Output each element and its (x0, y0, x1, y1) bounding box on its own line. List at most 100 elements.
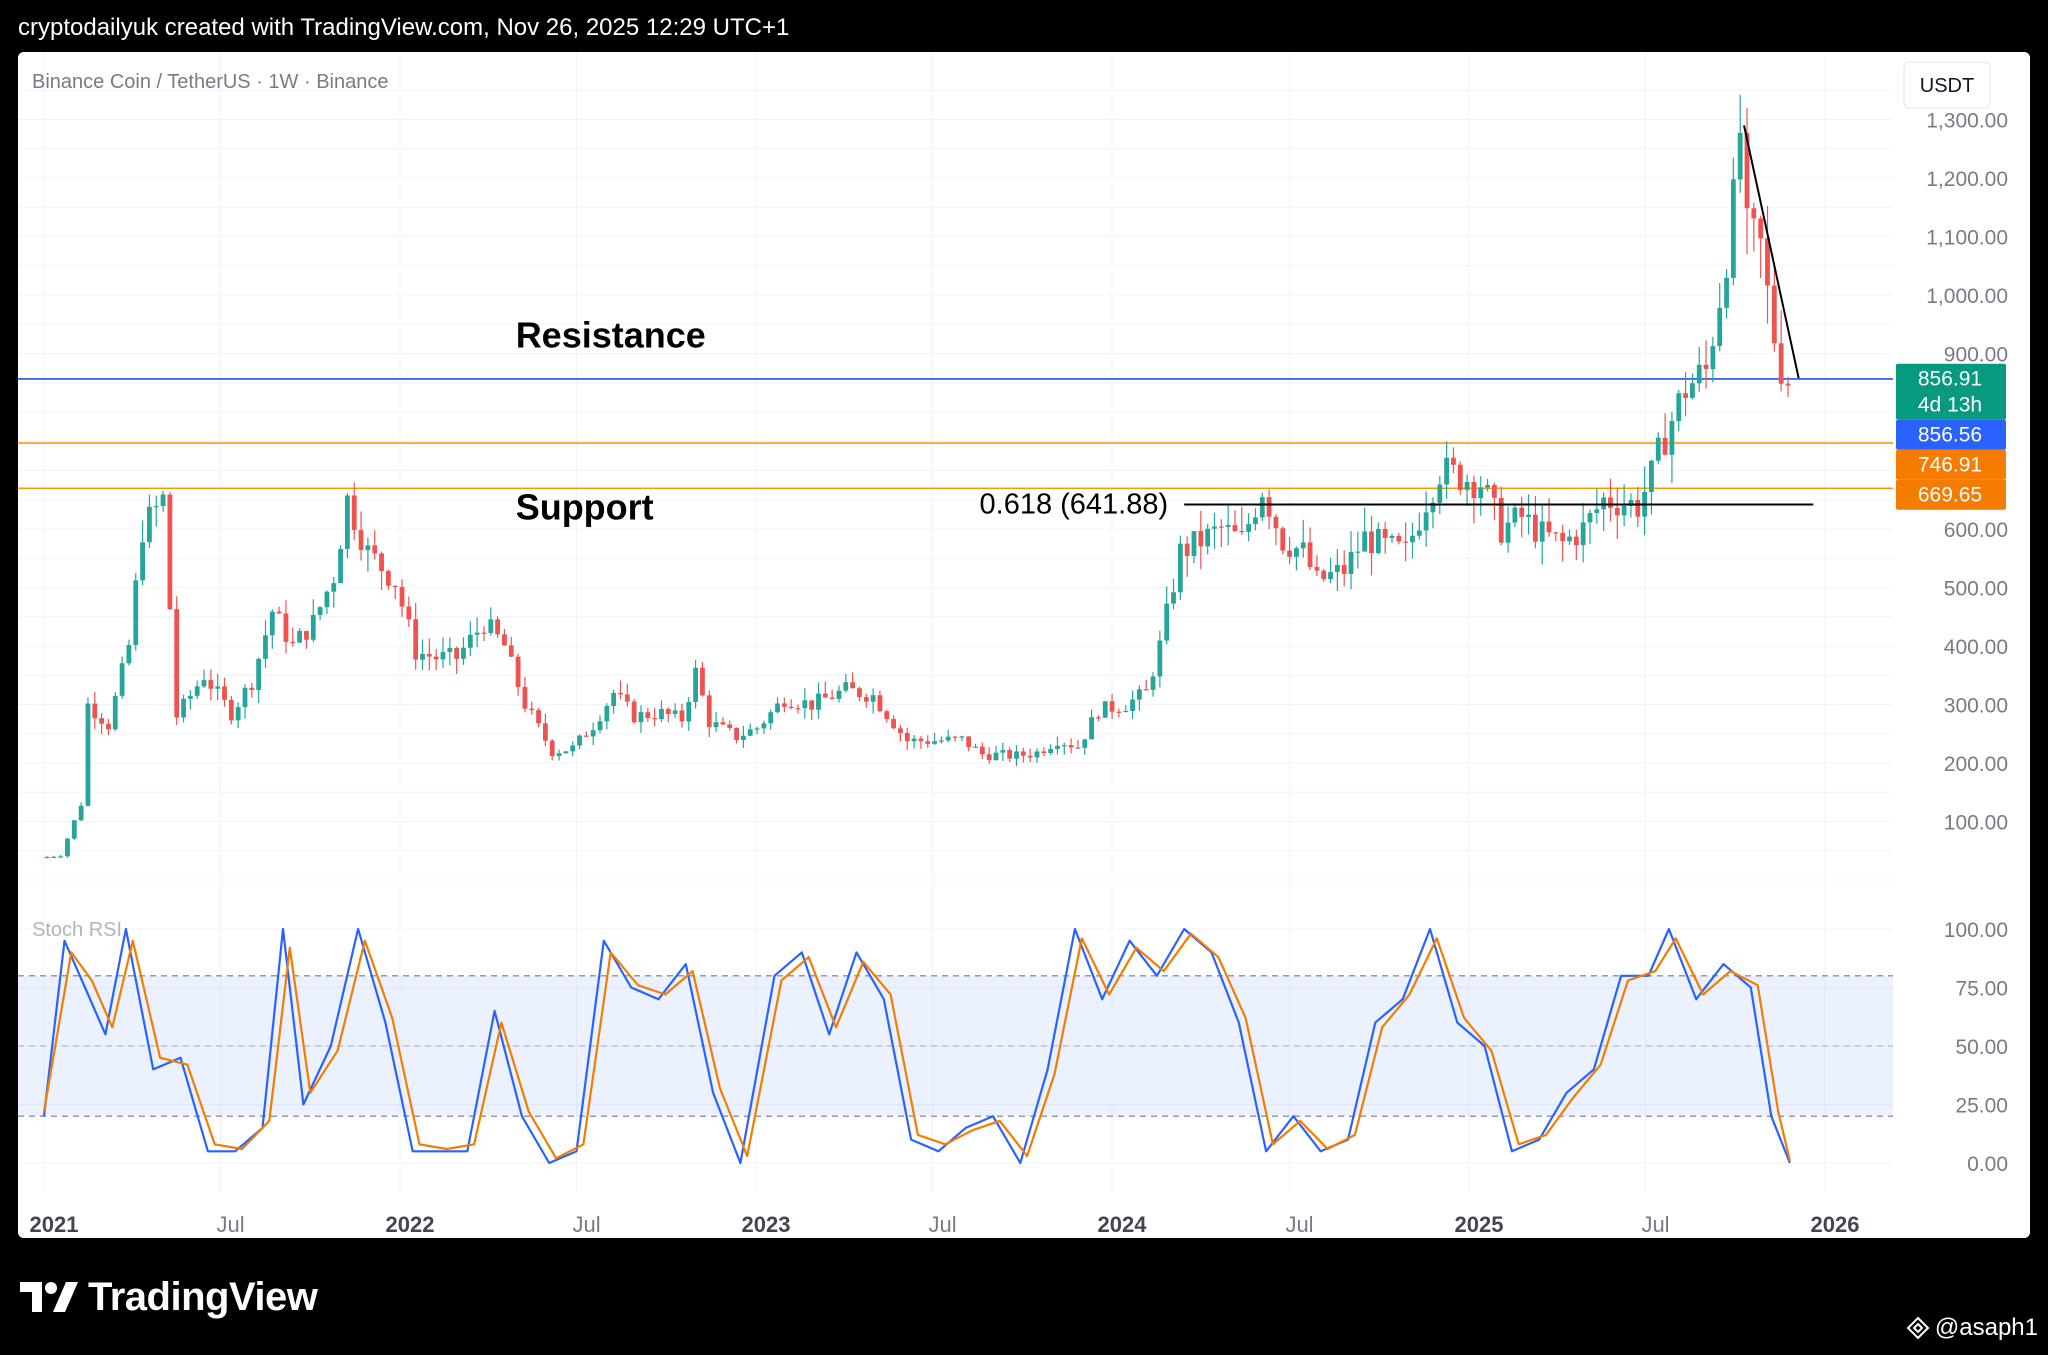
candle-body (1300, 542, 1306, 549)
candle-body (1362, 531, 1368, 552)
candle-body (1492, 484, 1497, 498)
candle-body (1253, 517, 1258, 525)
candle-body (1444, 457, 1450, 485)
candle-body (1089, 717, 1094, 740)
price-tick-label: 1,000.00 (1926, 285, 2008, 308)
candle-body (256, 658, 262, 690)
author-tag[interactable]: @asaph1 (1906, 1314, 2038, 1342)
candle-body (1683, 393, 1688, 398)
candle-body (338, 548, 343, 584)
candle-body (1341, 564, 1347, 575)
candle-body (1294, 548, 1299, 557)
candle-body (99, 718, 105, 724)
tradingview-logo[interactable]: TradingView (20, 1275, 318, 1319)
candle-body (1014, 751, 1019, 759)
candle-body (249, 687, 255, 690)
candle-body (706, 695, 712, 728)
price-labels: 856.91 4d 13h 856.56 746.91 669.65 (1896, 363, 2006, 510)
indicator-title[interactable]: Stoch RSI (32, 919, 122, 941)
annotation-resistance: Resistance (516, 315, 706, 356)
candle-body (1184, 543, 1190, 556)
candlestick-series (44, 94, 1791, 859)
candle-body (829, 697, 835, 699)
candle-body (768, 712, 774, 724)
candle-body (112, 695, 118, 730)
annotations: Resistance Support 0.618 (641.88) (516, 315, 1168, 528)
stoch-tick-label: 50.00 (1955, 1036, 2008, 1059)
candle-body (276, 611, 282, 614)
candle-body (529, 708, 535, 711)
candle-body (228, 699, 234, 721)
stoch-tick-label: 100.00 (1944, 919, 2008, 942)
candle-body (781, 703, 787, 707)
candle-body (508, 645, 514, 657)
candle-body (638, 712, 644, 723)
candle-body (1587, 513, 1593, 523)
candle-body (1594, 509, 1600, 514)
candle-body (194, 686, 200, 696)
candle-body (1437, 484, 1443, 503)
candle-body (1423, 512, 1429, 531)
candle-body (1730, 179, 1736, 278)
candle-body (857, 688, 862, 698)
candle-body (1171, 592, 1176, 604)
candle-body (1737, 132, 1743, 180)
candle-body (1553, 532, 1559, 534)
candle-body (577, 735, 582, 746)
time-axis[interactable]: 2021 Jul 2022 Jul 2023 Jul 2024 Jul 2025 Jul 2026 (30, 1212, 1860, 1237)
candle-body (713, 722, 719, 728)
candle-body (1328, 572, 1333, 580)
chart-canvas[interactable]: Resistance Support 0.618 (641.88) 100.00 20… (18, 52, 2030, 1238)
candle-body (304, 631, 309, 640)
trendline (1743, 125, 1800, 379)
candle-body (1218, 526, 1224, 528)
candle-body (153, 506, 159, 508)
candle-body (1382, 528, 1388, 538)
candle-body (1164, 603, 1170, 641)
candle-body (1724, 277, 1729, 308)
candle-body (215, 686, 221, 689)
candle-body (1751, 208, 1757, 219)
candle-body (474, 632, 480, 635)
candle-body (317, 607, 323, 615)
candle-body (1041, 751, 1047, 754)
chart-frame[interactable]: Resistance Support 0.618 (641.88) 100.00 20… (18, 52, 2030, 1238)
candle-body (898, 728, 903, 733)
candle-body (945, 736, 951, 741)
candle-body (1055, 745, 1060, 749)
candle-body (1109, 701, 1115, 712)
candle-body (454, 647, 460, 659)
candle-body (590, 730, 596, 737)
candle-body (1744, 132, 1750, 209)
candle-body (1307, 542, 1313, 567)
candle-body (1007, 750, 1013, 759)
candle-body (863, 697, 869, 702)
candle-body (1239, 531, 1245, 533)
candle-body (433, 656, 439, 660)
candle-body (1662, 437, 1668, 455)
candle-body (795, 708, 801, 710)
candle-body (583, 735, 589, 737)
symbol-title: Binance Coin / TetherUS · 1W · Binance (32, 71, 388, 93)
tradingview-logo-icon (20, 1282, 78, 1312)
candle-body (1539, 521, 1545, 542)
author-name: @asaph1 (1934, 1314, 2038, 1341)
candle-body (515, 656, 521, 687)
candle-body (522, 686, 528, 709)
candle-body (536, 710, 541, 724)
candle-body (1403, 541, 1409, 543)
time-tick-label: Jul (572, 1212, 600, 1237)
price-axis[interactable]: 100.00 200.00 300.00 400.00 500.00 600.00 900.… (1926, 110, 2008, 1177)
candle-body (181, 698, 186, 718)
candle-body (1068, 745, 1074, 748)
stoch-rsi-line (42, 927, 1791, 1165)
candle-body (884, 711, 890, 720)
candle-body (488, 619, 494, 633)
candle-body (754, 728, 760, 730)
candle-body (1177, 543, 1183, 593)
candle-body (1655, 437, 1661, 461)
currency-button[interactable]: USDT (1903, 61, 1991, 109)
candle-body (1573, 536, 1579, 546)
candle-body (822, 693, 828, 698)
candle-body (1000, 750, 1006, 753)
